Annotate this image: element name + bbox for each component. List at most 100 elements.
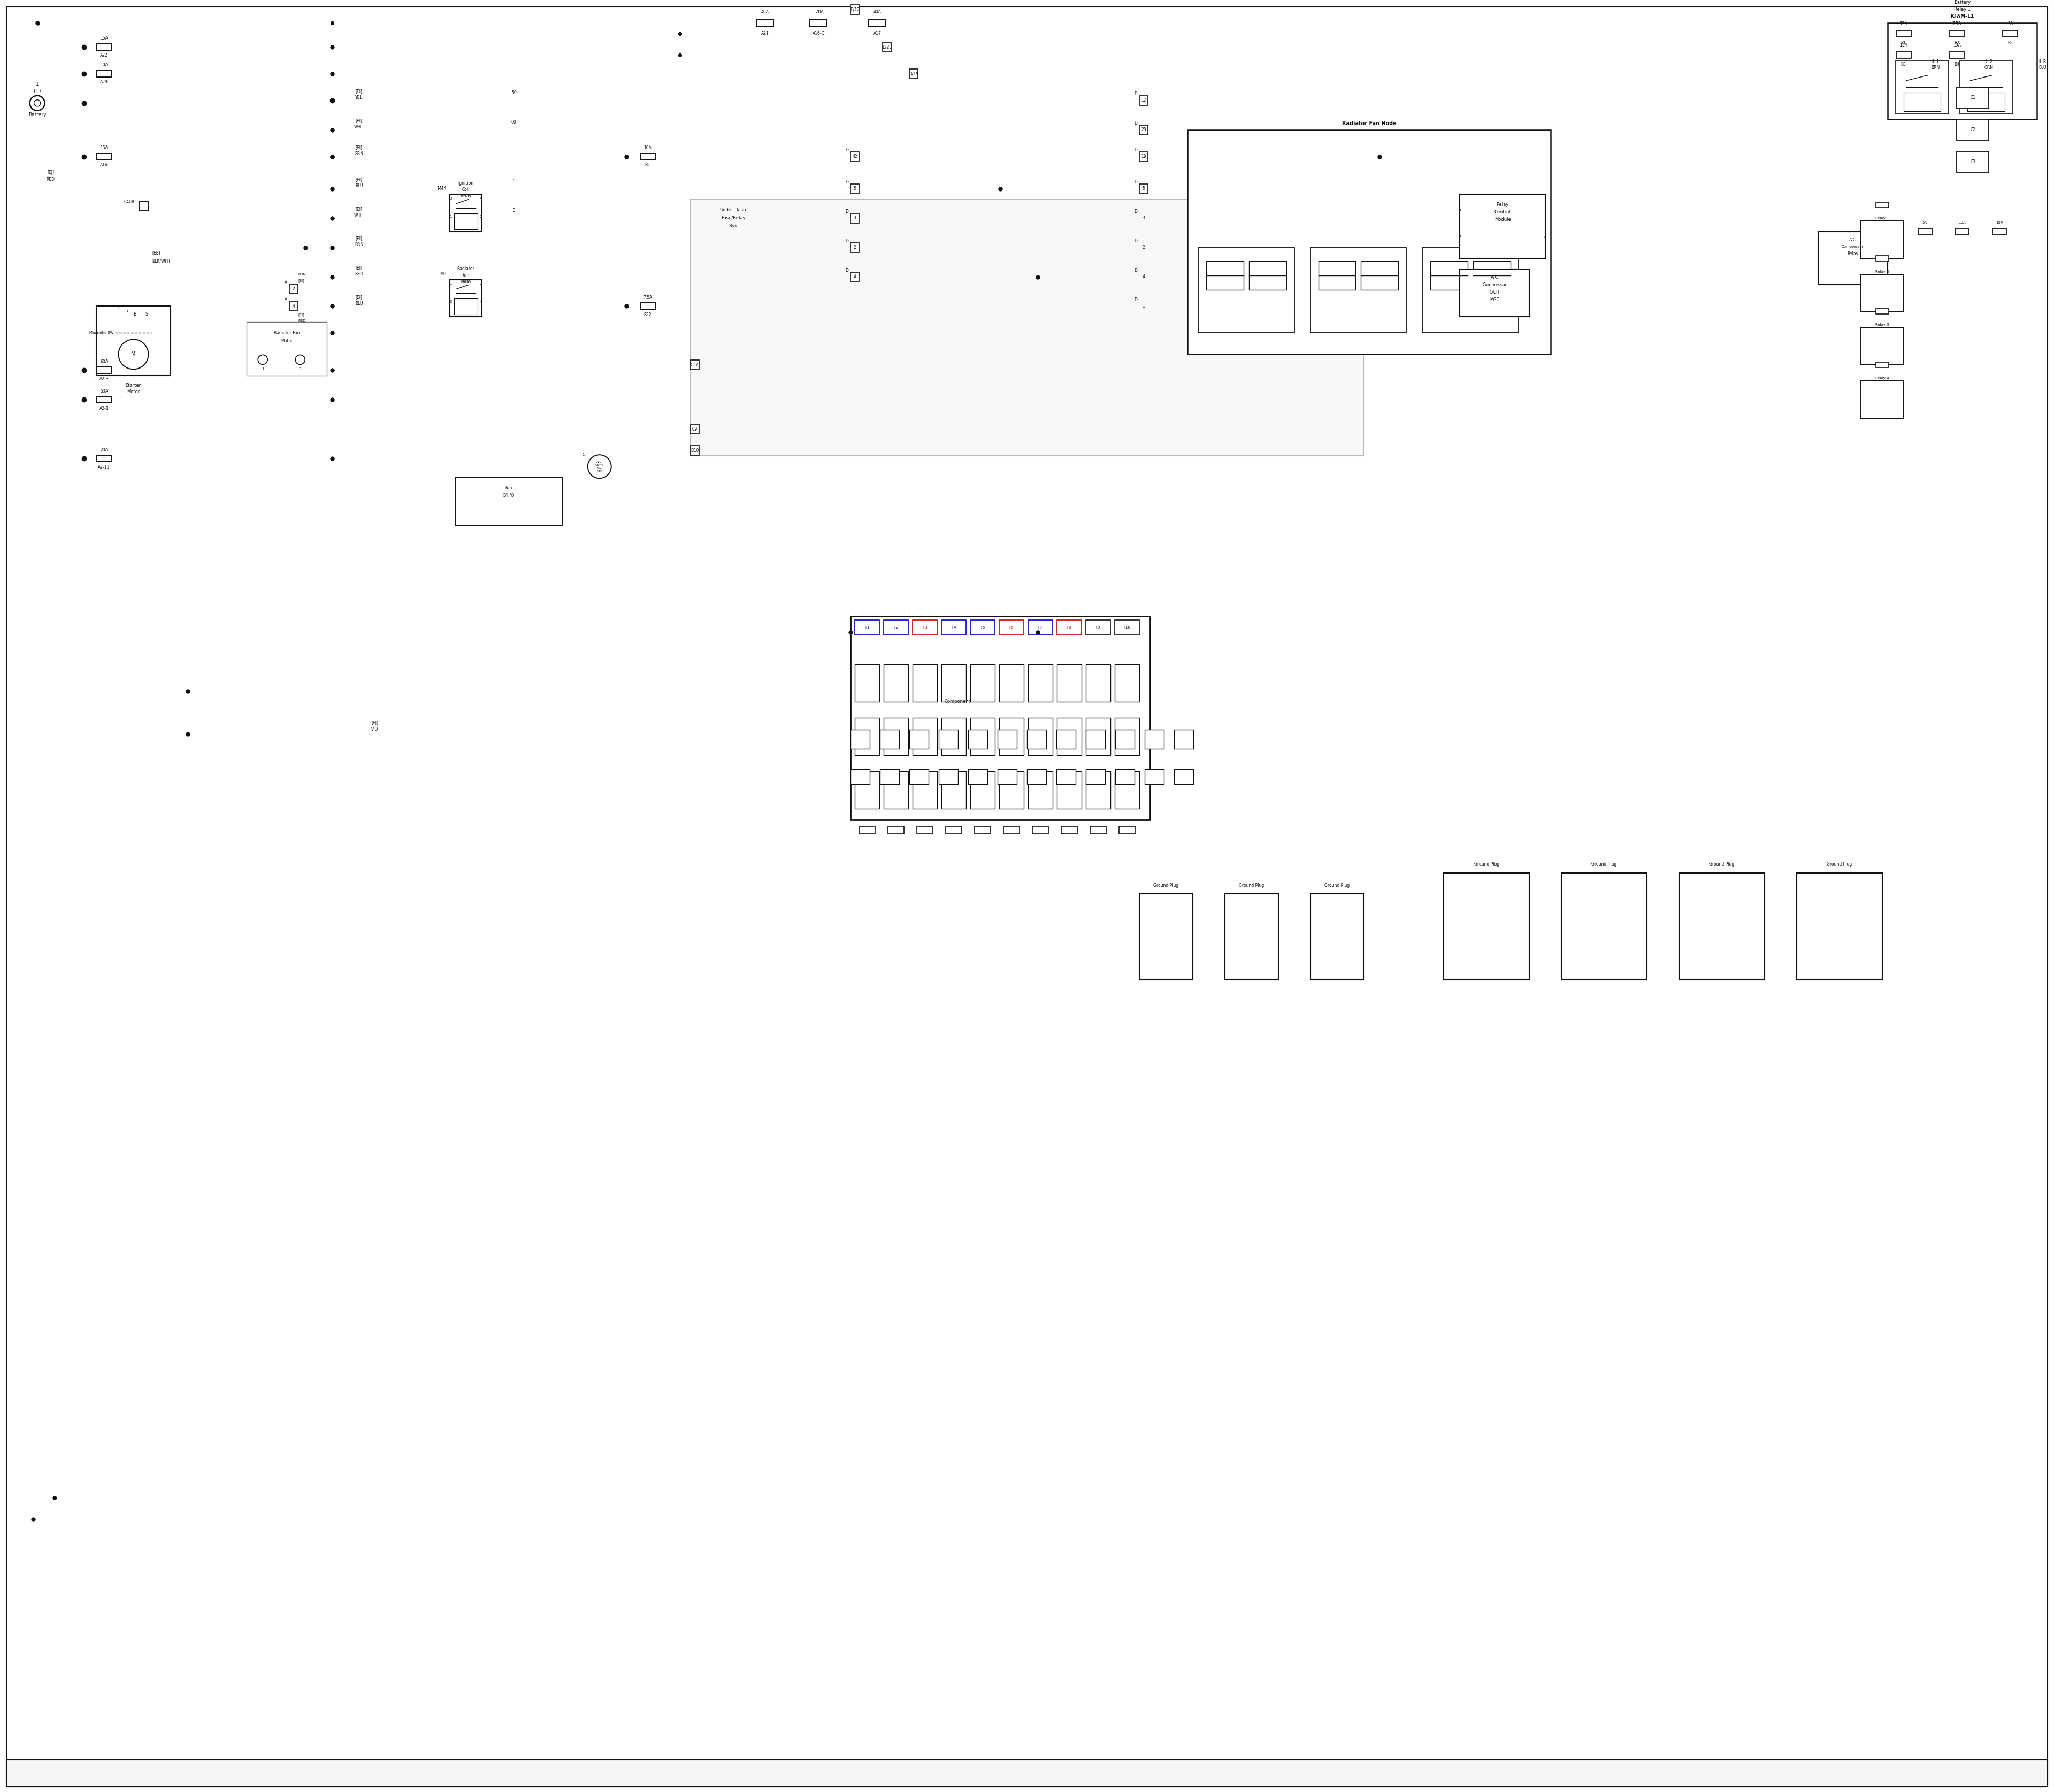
Text: 40A: 40A — [873, 11, 881, 14]
Text: F10: F10 — [1124, 625, 1130, 629]
Text: Radiator: Radiator — [458, 267, 474, 271]
Bar — [690, 360, 698, 369]
Bar — [641, 303, 655, 310]
Text: 50A: 50A — [101, 389, 109, 394]
Bar — [1087, 719, 1111, 754]
Text: [EI]: [EI] — [298, 280, 304, 283]
Text: 19: 19 — [1140, 154, 1146, 159]
Text: 3: 3 — [1142, 215, 1144, 220]
Bar — [1861, 382, 1904, 419]
Text: C/CH: C/CH — [1489, 290, 1499, 294]
Bar — [1197, 247, 1294, 333]
Bar — [1904, 93, 1941, 111]
Text: B2: B2 — [645, 163, 651, 167]
Text: M9: M9 — [440, 272, 446, 276]
Text: [EI]: [EI] — [355, 118, 362, 124]
Bar — [939, 729, 957, 749]
Text: A/C: A/C — [1849, 237, 1857, 242]
Text: 4: 4 — [292, 305, 296, 308]
Bar — [910, 769, 928, 785]
Text: D10: D10 — [690, 448, 698, 453]
Text: A17: A17 — [873, 30, 881, 36]
Bar — [1140, 125, 1148, 134]
Text: [EI]: [EI] — [355, 90, 362, 93]
Text: 4: 4 — [481, 197, 483, 201]
Bar — [1992, 228, 2007, 235]
Bar — [1206, 262, 1243, 290]
Text: [EI]: [EI] — [298, 314, 304, 317]
Bar — [1957, 118, 1988, 140]
Bar — [976, 826, 990, 833]
Text: F4: F4 — [951, 625, 955, 629]
Text: A22: A22 — [101, 54, 109, 57]
Bar — [1087, 729, 1105, 749]
Text: C17: C17 — [690, 362, 698, 367]
Bar — [140, 306, 148, 315]
Bar — [912, 771, 937, 808]
Text: 1: 1 — [581, 453, 585, 457]
Bar — [1115, 769, 1134, 785]
Text: C408: C408 — [123, 199, 134, 204]
Text: A: A — [286, 297, 288, 303]
Bar — [887, 826, 904, 833]
Bar — [1960, 61, 2013, 115]
Bar — [912, 620, 937, 634]
Bar — [850, 242, 859, 253]
Text: D/12: D/12 — [850, 7, 861, 13]
Bar — [450, 194, 483, 231]
Bar — [6, 1760, 2048, 1787]
Bar — [450, 280, 483, 317]
Bar — [998, 771, 1023, 808]
Bar — [756, 20, 774, 27]
Bar — [941, 665, 965, 702]
Text: D: D — [846, 269, 848, 272]
Text: D: D — [1134, 238, 1138, 244]
Bar — [1029, 620, 1052, 634]
Text: WHT: WHT — [353, 125, 364, 129]
Bar — [809, 20, 828, 27]
Bar — [1140, 894, 1193, 980]
Text: Ignition: Ignition — [458, 181, 474, 186]
Bar — [97, 455, 111, 462]
Text: MGC: MGC — [1489, 297, 1499, 303]
Text: 2: 2 — [854, 246, 857, 249]
Text: Under-Dash: Under-Dash — [719, 208, 746, 213]
Bar — [1875, 256, 1888, 262]
Bar — [1362, 262, 1399, 290]
Text: Ground Plug: Ground Plug — [1826, 862, 1853, 867]
Text: Fuse/Relay: Fuse/Relay — [721, 215, 746, 220]
Text: F6: F6 — [1009, 625, 1015, 629]
Text: RED: RED — [298, 319, 306, 323]
Bar — [854, 771, 879, 808]
Text: 2: 2 — [481, 281, 483, 285]
Text: 3: 3 — [514, 208, 516, 213]
Bar — [1175, 769, 1193, 785]
Text: Fan: Fan — [505, 486, 511, 491]
Text: F1: F1 — [865, 625, 869, 629]
Bar — [641, 154, 655, 159]
Bar — [912, 665, 937, 702]
Bar — [1087, 769, 1105, 785]
Text: Ground Plug: Ground Plug — [1709, 862, 1734, 867]
Bar — [850, 213, 859, 222]
Text: 15A: 15A — [101, 145, 109, 151]
Text: A16: A16 — [101, 163, 109, 167]
Text: F5: F5 — [980, 625, 984, 629]
Text: Motor: Motor — [281, 339, 294, 344]
Bar — [998, 620, 1023, 634]
Bar — [854, 665, 879, 702]
Bar — [1058, 620, 1082, 634]
Bar — [869, 20, 885, 27]
Bar — [883, 665, 908, 702]
Text: 10A: 10A — [643, 145, 651, 151]
Bar — [893, 686, 1021, 749]
Text: VIO: VIO — [372, 728, 378, 731]
Bar — [1888, 23, 2038, 118]
Bar — [1091, 826, 1107, 833]
Text: Relay: Relay — [460, 280, 472, 285]
Bar — [1861, 274, 1904, 312]
Text: Starter: Starter — [125, 383, 142, 387]
Text: 2: 2 — [292, 287, 296, 292]
Text: T4: T4 — [115, 305, 119, 310]
Text: 20A: 20A — [101, 448, 109, 452]
